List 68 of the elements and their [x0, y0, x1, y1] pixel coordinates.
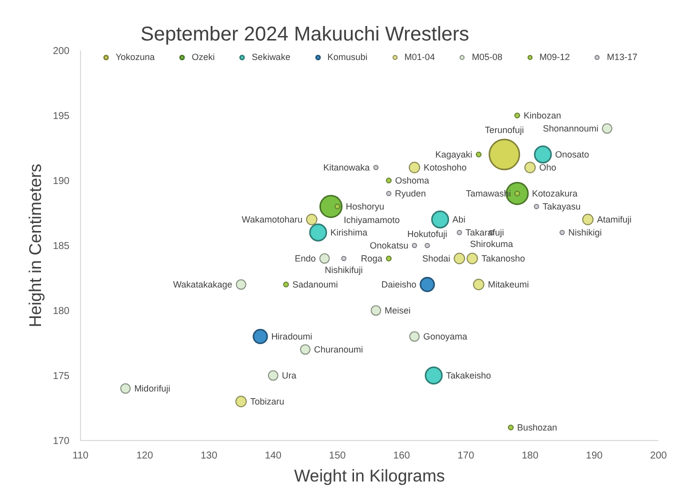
data-label: Kagayaki — [435, 150, 472, 160]
data-label: Oshoma — [395, 176, 430, 186]
data-label: Takakeisho — [446, 370, 491, 380]
data-label: Gonoyama — [423, 332, 468, 342]
data-label: Wakamotoharu — [242, 214, 303, 224]
x-tick-label: 150 — [329, 450, 346, 462]
legend-label: M01-04 — [404, 52, 435, 62]
data-label: Onosato — [555, 150, 590, 160]
legend-label: M09-12 — [539, 52, 570, 62]
chart-title: September 2024 Makuuchi Wrestlers — [140, 24, 470, 46]
data-label: Hiradoumi — [271, 332, 312, 342]
data-label: Meisei — [384, 306, 411, 316]
data-label: Wakatakakage — [173, 280, 232, 290]
data-label: Bushozan — [517, 422, 558, 432]
y-tick-label: 190 — [52, 176, 70, 187]
x-tick-label: 180 — [522, 450, 539, 462]
data-label: Takayasu — [542, 202, 581, 212]
x-tick-label: 140 — [264, 450, 282, 462]
y-tick-label: 175 — [52, 371, 70, 382]
data-label: Onokatsu — [370, 240, 408, 250]
x-tick-label: 170 — [457, 450, 475, 462]
data-label: Ichiyamamoto — [344, 215, 400, 225]
y-axis-title: Height in Centimeters — [26, 164, 45, 328]
x-tick-label: 120 — [136, 450, 154, 462]
x-tick-label: 130 — [200, 450, 218, 462]
data-label: Kotoshoho — [424, 162, 467, 172]
y-tick-label: 180 — [52, 306, 70, 317]
legend-label: Yokozuna — [116, 52, 155, 62]
data-label: Kirishima — [330, 228, 368, 238]
data-label: Hokutofuji — [407, 228, 448, 239]
data-label: Ura — [282, 370, 296, 380]
x-tick-label: 200 — [650, 450, 668, 462]
x-axis-title: Weight in Kilograms — [294, 466, 445, 486]
data-label: Sadanoumi — [292, 280, 338, 290]
data-label: Churanoumi — [314, 344, 364, 354]
data-label: Endo — [294, 254, 316, 264]
data-label: Roga — [360, 254, 382, 264]
data-label: Shirokuma — [470, 239, 514, 250]
data-label: Mitakeumi — [488, 280, 529, 290]
data-label: Atamifuji — [597, 214, 632, 224]
x-tick-label: 160 — [393, 450, 410, 462]
data-label: Shonannoumi — [542, 124, 598, 134]
data-label: Terunofuji — [484, 125, 524, 135]
data-label: Ryuden — [394, 188, 426, 198]
legend-label: Sekiwake — [252, 52, 290, 62]
data-label: Nishikigi — [568, 228, 602, 238]
legend-label: M05-08 — [472, 52, 502, 62]
x-tick-label: 110 — [72, 450, 89, 462]
data-label: Oho — [539, 162, 556, 172]
x-tick-label: 190 — [586, 450, 604, 462]
data-label: Kotozakura — [532, 188, 578, 198]
legend-label: M13-17 — [606, 52, 638, 62]
data-label: Takanosho — [481, 254, 525, 264]
data-label: Shodai — [422, 254, 450, 264]
data-label: Tobizaru — [250, 396, 284, 406]
data-label: Midorifuji — [134, 384, 170, 394]
data-label: Kinbozan — [524, 110, 562, 120]
data-label: Daieisho — [381, 280, 416, 290]
y-tick-label: 200 — [52, 46, 70, 57]
data-label: Nishikifuji — [324, 265, 363, 276]
y-tick-label: 170 — [52, 436, 70, 447]
legend-label: Ozeki — [192, 52, 215, 62]
data-label: Hoshoryu — [346, 202, 384, 212]
y-tick-label: 195 — [52, 111, 70, 122]
legend-label: Komusubi — [327, 52, 368, 62]
data-label: Kitanowaka — [323, 162, 370, 172]
data-label: Abi — [452, 214, 466, 224]
y-tick-label: 185 — [52, 241, 70, 252]
